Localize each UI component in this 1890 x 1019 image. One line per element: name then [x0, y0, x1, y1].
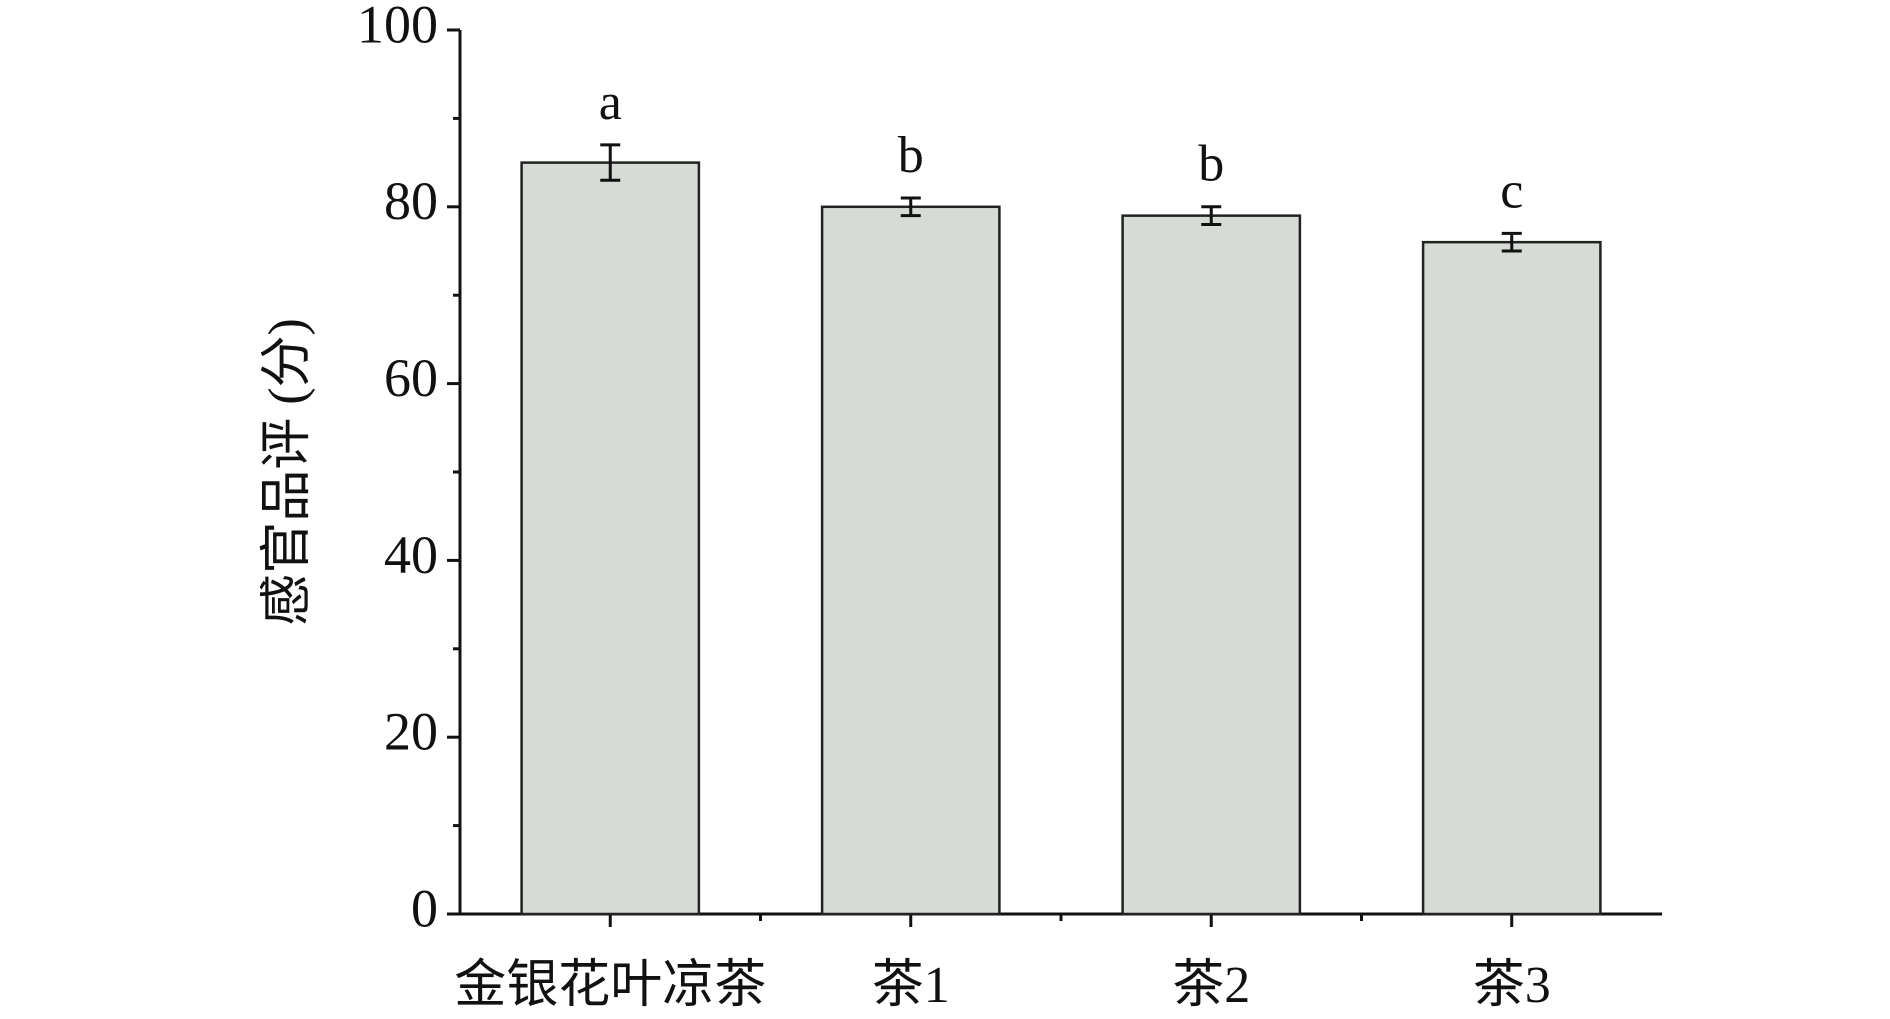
error-bar	[1201, 205, 1222, 226]
y-tick-label: 60	[384, 348, 438, 408]
x-tick-label: 茶1	[872, 957, 950, 1014]
y-tick-label: 100	[357, 0, 438, 54]
significance-label: a	[599, 74, 622, 131]
error-bar	[900, 196, 921, 218]
error-bar	[600, 143, 621, 182]
error-bar	[1501, 231, 1522, 253]
x-tick-label: 金银花叶凉茶	[454, 957, 766, 1014]
x-tick-label: 茶3	[1473, 957, 1551, 1014]
bar	[520, 161, 701, 916]
y-tick-label: 80	[384, 171, 438, 231]
y-axis-label: 感官品评 (分)	[259, 318, 316, 626]
y-tick-label: 0	[411, 878, 438, 938]
x-tick-label: 茶2	[1172, 957, 1250, 1014]
y-tick-label: 20	[384, 702, 438, 762]
bar	[820, 205, 1001, 916]
bar	[1421, 240, 1602, 916]
significance-label: b	[898, 127, 924, 184]
significance-label: c	[1500, 162, 1523, 219]
bar	[1121, 214, 1302, 916]
significance-label: b	[1198, 136, 1224, 193]
y-tick-label: 40	[384, 525, 438, 585]
